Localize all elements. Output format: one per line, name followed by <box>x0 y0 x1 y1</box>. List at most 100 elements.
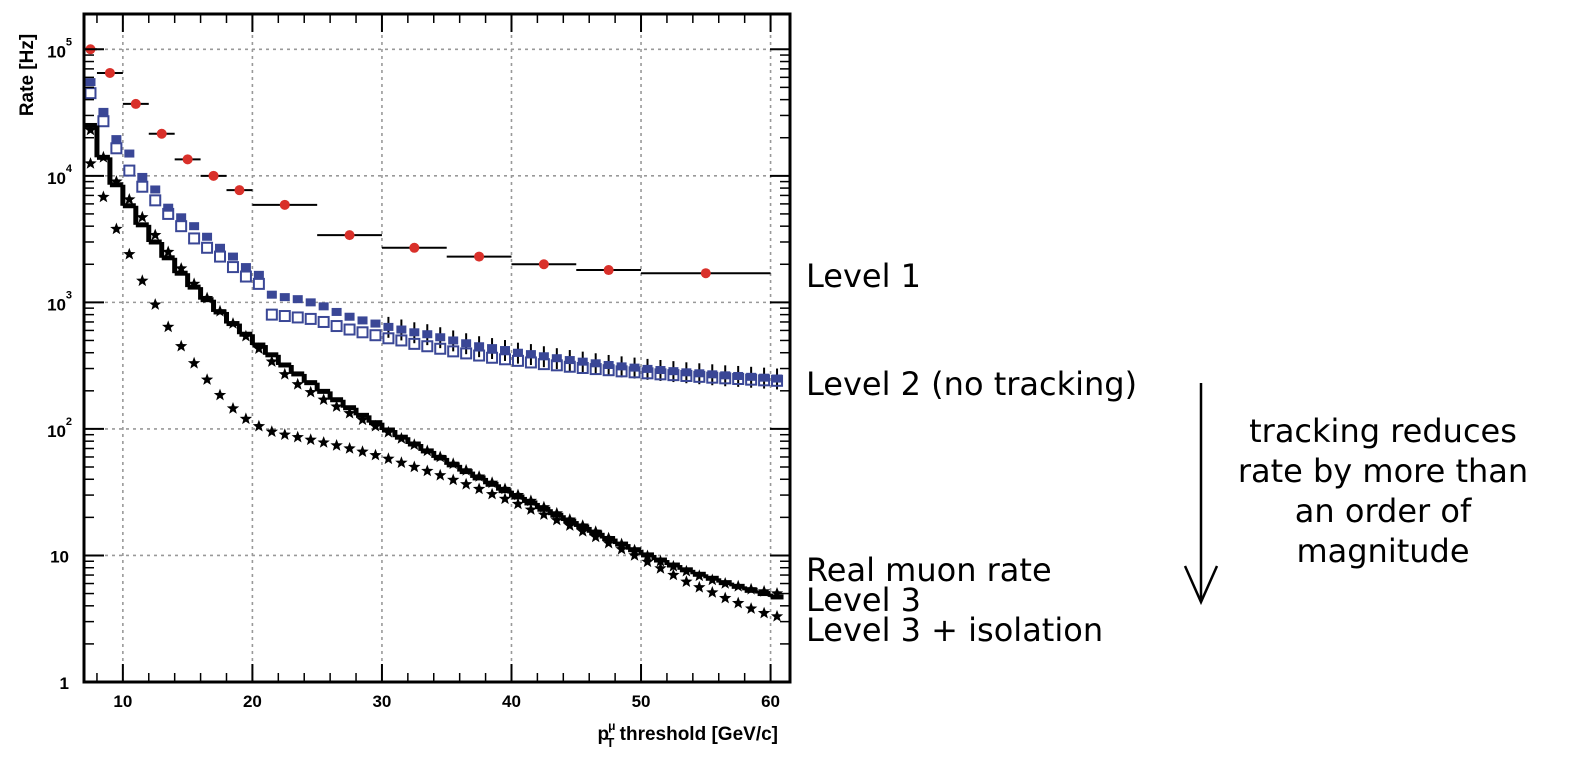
x-axis-title-sup: μ <box>608 719 615 733</box>
data-point <box>551 354 562 363</box>
data-point <box>330 400 343 412</box>
data-point <box>434 468 447 481</box>
data-point <box>615 542 628 555</box>
data-point <box>641 555 654 568</box>
x-tick-label: 10 <box>113 692 132 711</box>
data-point <box>188 232 201 245</box>
data-point <box>563 360 576 373</box>
data-point <box>215 243 226 252</box>
data-point <box>745 582 758 595</box>
data-point <box>758 374 771 387</box>
data-point <box>487 344 498 353</box>
data-point <box>175 220 188 233</box>
data-point <box>97 190 110 203</box>
data-point <box>123 164 136 177</box>
data-point <box>123 193 136 205</box>
data-point <box>214 250 227 263</box>
data-point <box>654 368 667 381</box>
data-point <box>123 247 136 260</box>
data-point <box>110 175 123 187</box>
data-point <box>226 317 240 329</box>
data-point <box>472 470 486 482</box>
data-point <box>201 241 214 254</box>
data-point <box>383 322 394 331</box>
data-point <box>733 371 744 380</box>
data-point <box>589 530 602 543</box>
x-tick-label: 60 <box>761 692 780 711</box>
data-point <box>84 87 97 100</box>
data-point <box>227 252 238 261</box>
data-point <box>279 293 290 302</box>
x-axis-title-rest: threshold [GeV/c] <box>614 724 778 745</box>
data-point <box>395 334 408 347</box>
data-point <box>771 374 784 387</box>
data-point <box>110 142 123 155</box>
data-point <box>511 354 524 367</box>
data-point <box>208 170 219 181</box>
tracking-note-line-4: magnitude <box>1296 532 1469 570</box>
data-point <box>474 251 485 262</box>
data-point <box>537 358 550 371</box>
data-point <box>680 369 693 382</box>
data-point <box>253 270 264 279</box>
data-point <box>331 307 342 316</box>
data-point <box>667 559 680 572</box>
data-point <box>304 312 317 325</box>
data-point <box>265 355 278 367</box>
data-point <box>182 154 193 165</box>
data-point <box>500 346 511 355</box>
data-point <box>589 363 602 376</box>
data-point <box>149 194 162 207</box>
data-point <box>537 508 551 520</box>
data-point <box>706 573 719 586</box>
data-point <box>732 579 745 592</box>
data-point <box>187 277 201 290</box>
data-point <box>719 591 732 604</box>
data-point <box>330 320 343 333</box>
data-point <box>746 372 757 381</box>
data-point <box>602 364 615 377</box>
data-point <box>111 135 122 144</box>
data-point <box>396 325 407 334</box>
data-point <box>317 315 330 328</box>
x-tick-label: 30 <box>372 692 391 711</box>
data-point <box>421 464 434 477</box>
data-point <box>317 436 330 448</box>
data-point <box>680 575 693 587</box>
data-point <box>278 428 291 440</box>
x-tick-label: 50 <box>632 692 651 711</box>
data-point <box>136 180 149 193</box>
data-point <box>305 298 316 307</box>
data-point <box>745 602 758 614</box>
data-point <box>110 222 123 235</box>
data-point <box>511 488 525 501</box>
data-point <box>550 506 563 519</box>
plot-frame <box>82 12 792 684</box>
data-point <box>162 207 175 220</box>
data-point <box>97 115 110 128</box>
data-point <box>447 345 460 358</box>
data-point <box>343 442 356 454</box>
level2-label: Level 2 (no tracking) <box>806 365 1137 403</box>
data-point <box>759 373 770 382</box>
data-point <box>434 450 447 463</box>
data-point <box>149 228 162 241</box>
data-point <box>667 369 680 382</box>
data-point <box>252 277 265 290</box>
level1-label: Level 1 <box>806 257 921 295</box>
data-point <box>279 199 290 210</box>
y-tick-exponent: 2 <box>66 416 72 428</box>
data-point <box>213 388 227 401</box>
data-point <box>628 366 641 379</box>
data-point <box>447 457 460 470</box>
data-point <box>460 347 473 360</box>
data-point <box>278 367 291 380</box>
data-point <box>252 342 266 354</box>
data-point <box>252 419 266 432</box>
data-point <box>304 385 317 398</box>
data-point <box>706 371 719 384</box>
data-point <box>576 524 589 537</box>
data-point <box>603 265 614 276</box>
data-point <box>681 368 692 377</box>
